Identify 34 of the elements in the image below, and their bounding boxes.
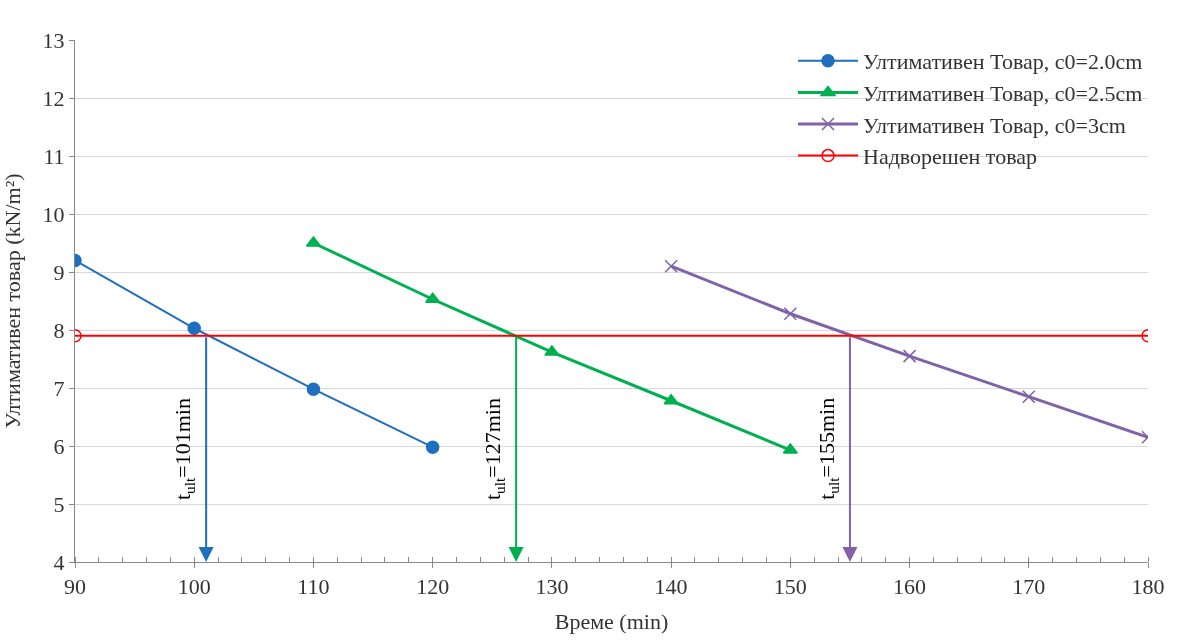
x-tick-label: 110	[297, 574, 330, 600]
y-tick-label: 12	[42, 85, 65, 111]
x-tick-label: 180	[1131, 574, 1165, 600]
x-tick-label: 160	[893, 574, 927, 600]
point	[187, 321, 201, 335]
point	[425, 440, 440, 454]
legend-label: Ултимативен Товар, c0=2.0cm	[863, 49, 1143, 75]
x-tick-label: 150	[773, 574, 807, 600]
legend-label: Ултимативен Товар, c0=3cm	[863, 112, 1126, 138]
x-tick-label: 120	[416, 574, 450, 600]
point	[306, 382, 321, 396]
y-tick-label: 7	[53, 375, 65, 401]
point	[783, 307, 798, 321]
y-tick-label: 11	[43, 143, 65, 169]
y-tick-label: 6	[53, 433, 65, 459]
y-axis-title: Ултимативен товар (kN/m²)	[0, 173, 26, 429]
y-tick-label: 10	[42, 201, 65, 227]
y-tick-label: 8	[53, 317, 65, 343]
y-tick-label: 4	[53, 549, 65, 575]
y-tick-label: 9	[53, 259, 65, 285]
point	[902, 349, 917, 363]
x-axis-title: Време (min)	[554, 609, 669, 635]
point	[1022, 389, 1036, 404]
x-tick-label: 170	[1012, 574, 1046, 600]
point	[424, 292, 441, 304]
y-tick-label: 13	[42, 27, 65, 53]
legend-label: Ултимативен Товар, c0=2.5cm	[863, 80, 1143, 106]
x-tick-label: 140	[654, 574, 688, 600]
x-tick-label: 130	[535, 574, 569, 600]
legend-label: Надворешен товар	[863, 144, 1038, 170]
x-tick-label: 100	[177, 574, 211, 600]
point	[664, 259, 678, 273]
y-tick-label: 5	[53, 491, 65, 517]
x-tick-label: 90	[64, 574, 86, 600]
